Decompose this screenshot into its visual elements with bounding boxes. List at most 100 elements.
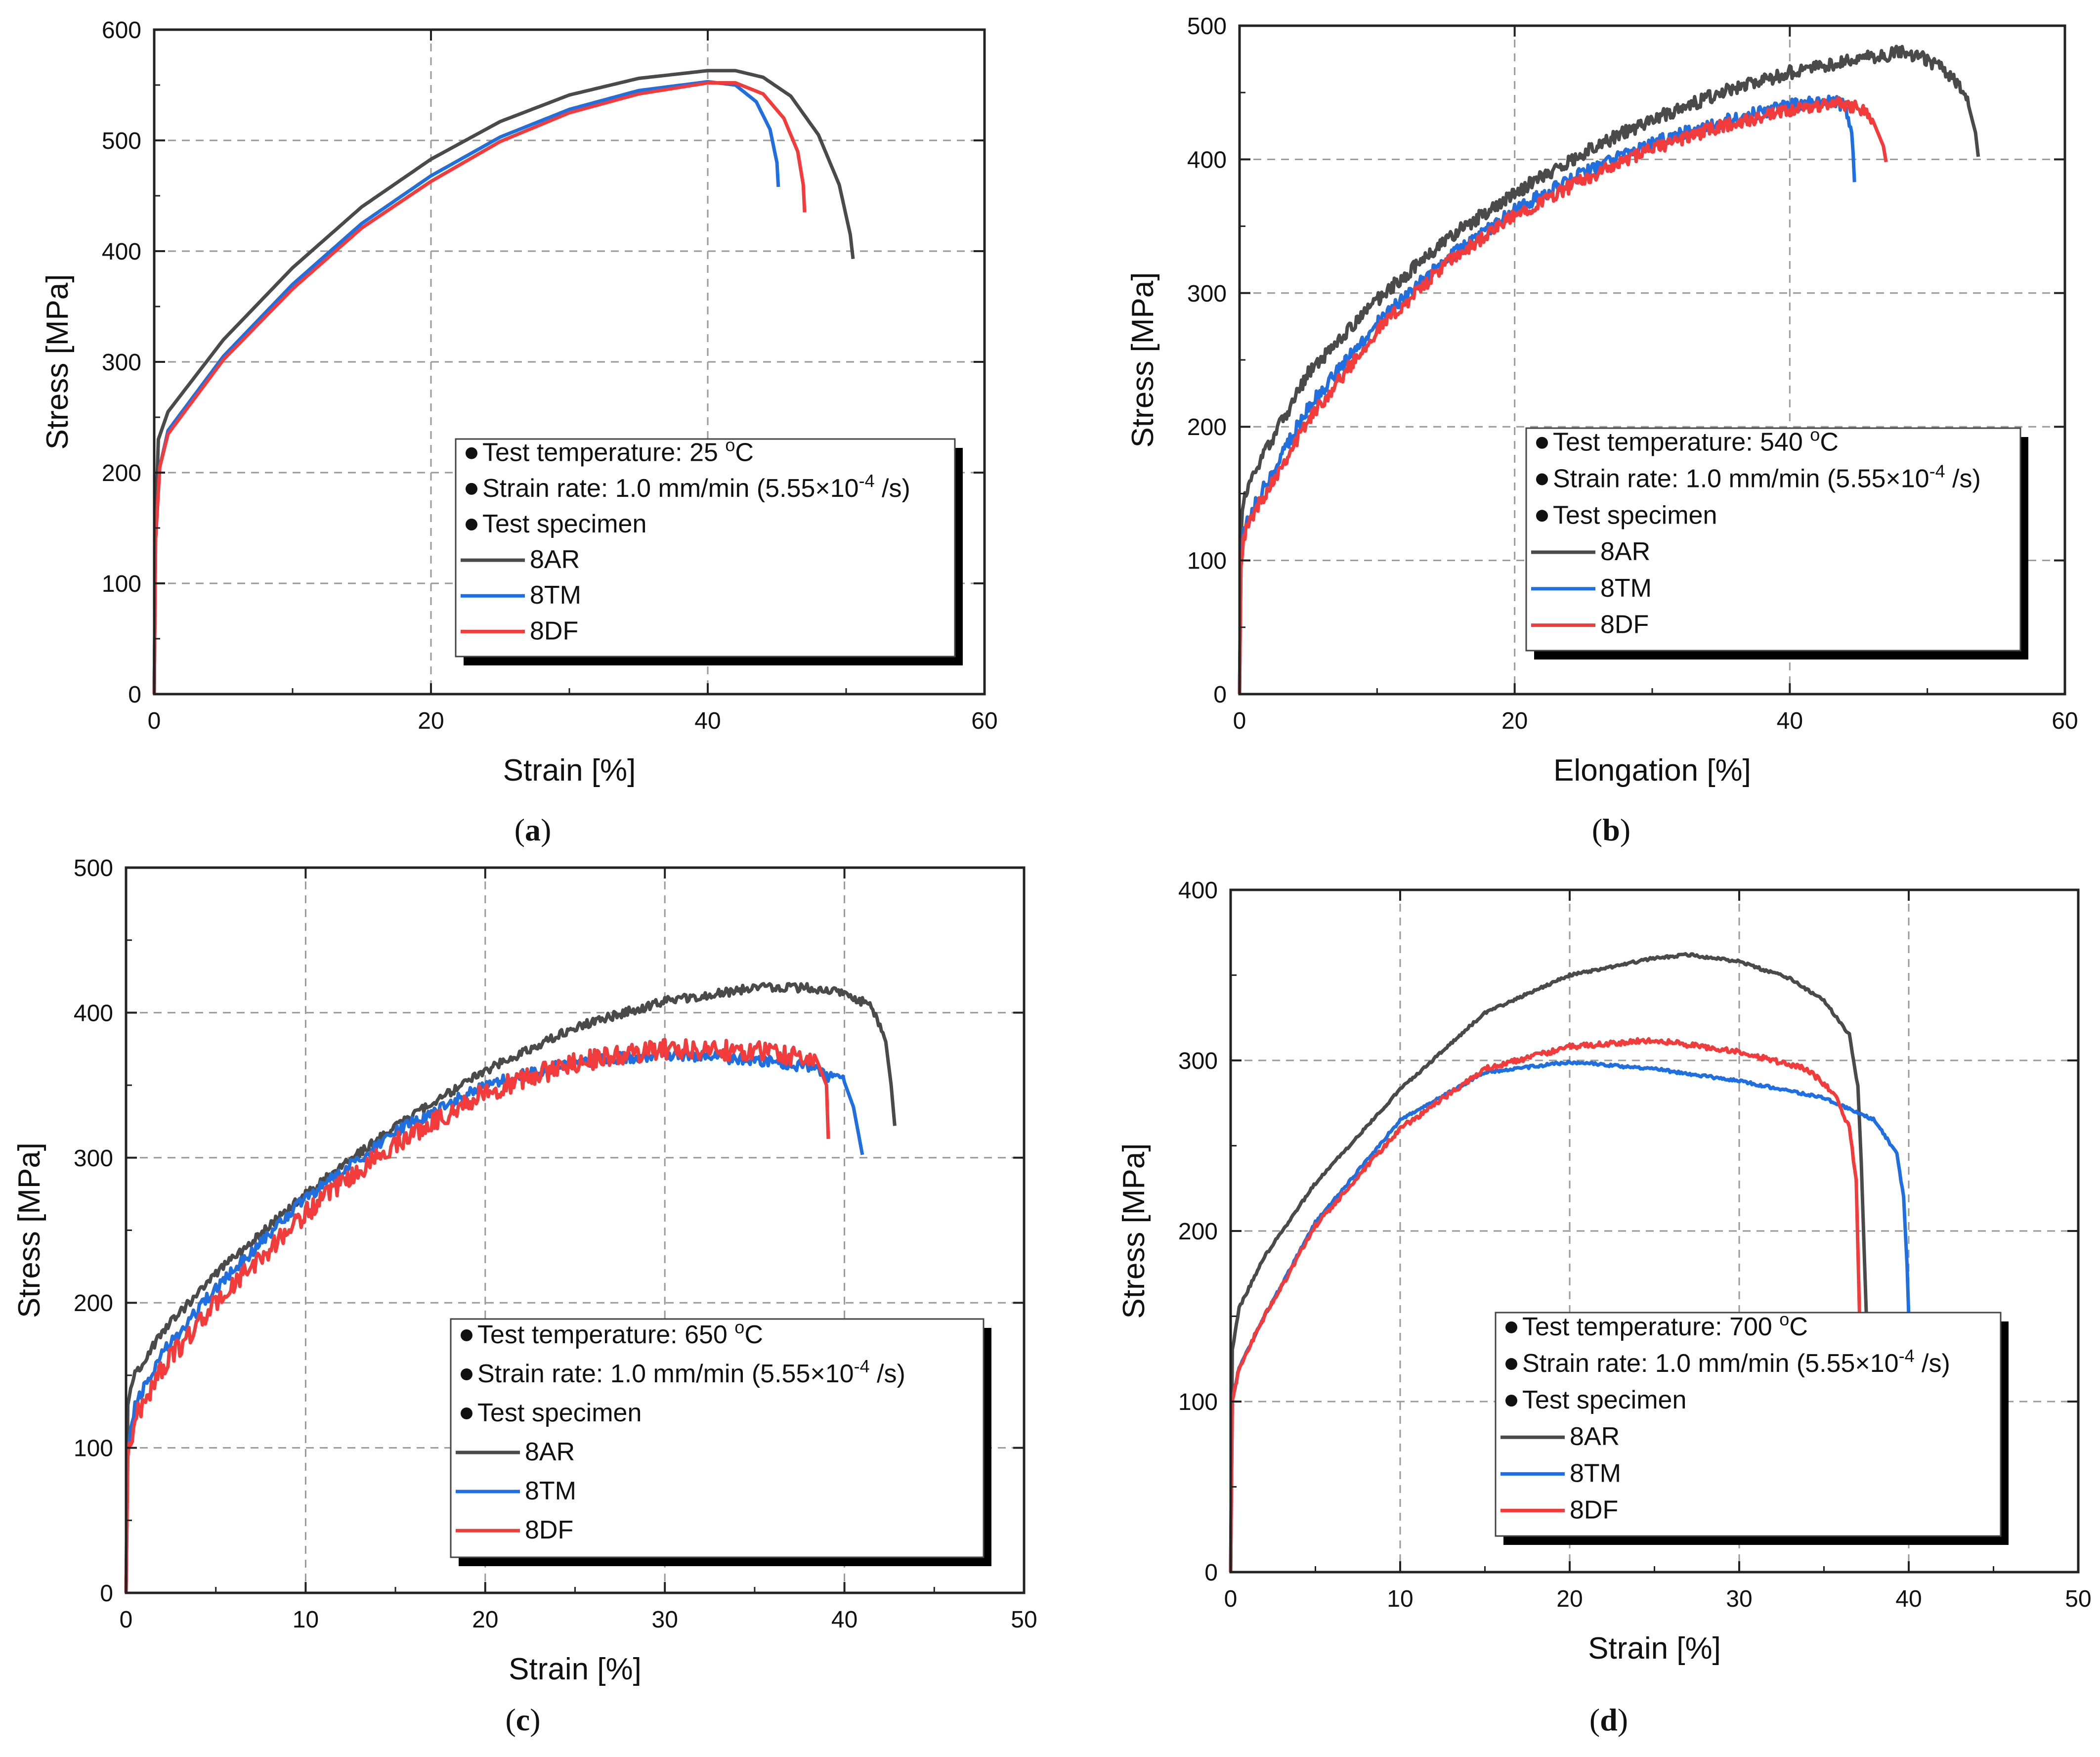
y-tick-label: 300: [102, 350, 141, 376]
legend-line-3: Test specimen: [1522, 1386, 1686, 1414]
x-axis-label: Strain [%]: [1588, 1631, 1721, 1666]
legend-entry-8AR: 8AR: [525, 1438, 575, 1466]
legend-entry-8TM: 8TM: [530, 581, 581, 610]
series-line-8TM: [124, 1048, 864, 1593]
x-tick-label: 10: [293, 1607, 319, 1633]
legend-line-1: Test temperature: 25 oC: [482, 435, 754, 467]
panel-label-c: (c): [505, 1702, 540, 1737]
x-tick-label: 20: [472, 1607, 498, 1633]
ticks: 0 10 20 30 40 50 0 100 200 300 400: [1178, 878, 2092, 1612]
series-line-8AR: [124, 982, 897, 1593]
y-tick-label: 400: [74, 1000, 113, 1026]
legend-entry-8AR: 8AR: [1570, 1422, 1620, 1451]
x-tick-label: 30: [652, 1607, 678, 1633]
legend-entry-8DF: 8DF: [1570, 1495, 1618, 1524]
y-axis-label: Stress [MPa]: [41, 274, 75, 450]
chart-panel-d: 0 10 20 30 40 50 0 100 200 300 400 Strain [%] Stress…: [1117, 878, 2092, 1737]
y-axis-label: Stress [MPa]: [1117, 1143, 1151, 1319]
legend: Test temperature: 650 oC Strain rate: 1.0…: [450, 1317, 991, 1566]
y-tick-label: 400: [1178, 878, 1218, 904]
legend-bullet: [1536, 510, 1548, 522]
legend-bullet: [466, 447, 477, 459]
legend-bullet: [461, 1368, 472, 1381]
legend-line-3: Test specimen: [477, 1399, 642, 1427]
legend-entry-8DF: 8DF: [1600, 611, 1649, 639]
legend-line-2: Strain rate: 1.0 mm/min (5.55×10-4 /s): [477, 1356, 905, 1388]
x-tick-label: 50: [2065, 1586, 2091, 1612]
y-tick-label: 100: [74, 1436, 113, 1462]
legend-box: [450, 1318, 985, 1558]
y-tick-label: 100: [1178, 1389, 1218, 1415]
x-tick-label: 30: [1726, 1586, 1752, 1612]
legend-bullet: [466, 483, 477, 495]
x-tick-label: 10: [1387, 1586, 1413, 1612]
y-tick-label: 200: [102, 460, 141, 486]
y-tick-label: 500: [102, 128, 141, 154]
x-tick-label: 20: [418, 708, 444, 734]
legend: Test temperature: 540 oC Strain rate: 1.0…: [1525, 425, 2028, 659]
y-tick-label: 300: [74, 1145, 113, 1172]
x-axis-label: Strain [%]: [509, 1652, 642, 1686]
x-tick-label: 60: [2052, 708, 2078, 734]
x-axis-label: Strain [%]: [503, 753, 636, 788]
legend: Test temperature: 700 oC Strain rate: 1.0…: [1495, 1309, 2009, 1545]
y-tick-label: 100: [1187, 548, 1227, 574]
y-tick-label: 600: [102, 17, 141, 44]
legend-entry-8AR: 8AR: [1600, 537, 1650, 566]
y-axis-label: Stress [MPa]: [1126, 272, 1160, 448]
y-tick-label: 400: [1187, 147, 1227, 173]
legend-line-3: Test specimen: [482, 510, 646, 538]
legend-entry-8TM: 8TM: [525, 1477, 576, 1505]
x-tick-label: 40: [694, 708, 721, 734]
x-tick-label: 0: [1233, 708, 1246, 734]
panel-label-d: (d): [1589, 1702, 1628, 1737]
x-tick-label: 20: [1501, 708, 1528, 734]
series-line-8DF: [1229, 1037, 1861, 1573]
y-tick-label: 200: [1178, 1219, 1218, 1245]
legend-line-1: Test temperature: 540 oC: [1553, 425, 1839, 457]
x-axis-label: Elongation [%]: [1553, 753, 1751, 788]
x-tick-label: 0: [148, 708, 161, 734]
y-tick-label: 0: [100, 1581, 113, 1607]
x-tick-label: 40: [831, 1607, 857, 1633]
legend-bullet: [466, 518, 477, 530]
series-group: [124, 982, 897, 1593]
series-line-8AR: [1229, 952, 1868, 1573]
x-tick-label: 0: [120, 1607, 133, 1633]
legend-bullet: [1536, 437, 1548, 449]
series-line-8AR: [1238, 44, 1980, 695]
y-axis-label: Stress [MPa]: [12, 1142, 46, 1318]
y-tick-label: 500: [1187, 13, 1227, 40]
legend-entry-8TM: 8TM: [1570, 1459, 1621, 1488]
series-line-8AR: [152, 69, 855, 695]
series-group: [1238, 44, 1980, 695]
y-tick-label: 0: [1213, 682, 1227, 708]
x-tick-label: 40: [1895, 1586, 1922, 1612]
legend-line-2: Strain rate: 1.0 mm/min (5.55×10-4 /s): [482, 471, 910, 503]
legend-line-3: Test specimen: [1553, 501, 1717, 529]
legend: Test temperature: 25 oC Strain rate: 1.0 …: [455, 435, 963, 665]
legend-bullet: [461, 1407, 472, 1420]
legend-entry-8AR: 8AR: [530, 545, 580, 574]
x-tick-label: 0: [1224, 1586, 1238, 1612]
x-tick-label: 40: [1777, 708, 1803, 734]
x-tick-label: 20: [1556, 1586, 1583, 1612]
y-tick-label: 200: [74, 1290, 113, 1317]
series-line-8DF: [152, 81, 807, 695]
y-tick-label: 0: [1204, 1560, 1218, 1586]
x-tick-label: 50: [1011, 1607, 1037, 1633]
panel-label-b: (b): [1592, 812, 1630, 847]
series-line-8DF: [1238, 96, 1888, 695]
series-line-8DF: [124, 1038, 830, 1593]
legend-box: [455, 438, 956, 658]
legend-bullet: [461, 1329, 472, 1341]
y-tick-label: 300: [1178, 1048, 1218, 1074]
series-group: [152, 69, 855, 695]
y-tick-label: 300: [1187, 281, 1227, 307]
legend-entry-8DF: 8DF: [530, 616, 578, 645]
